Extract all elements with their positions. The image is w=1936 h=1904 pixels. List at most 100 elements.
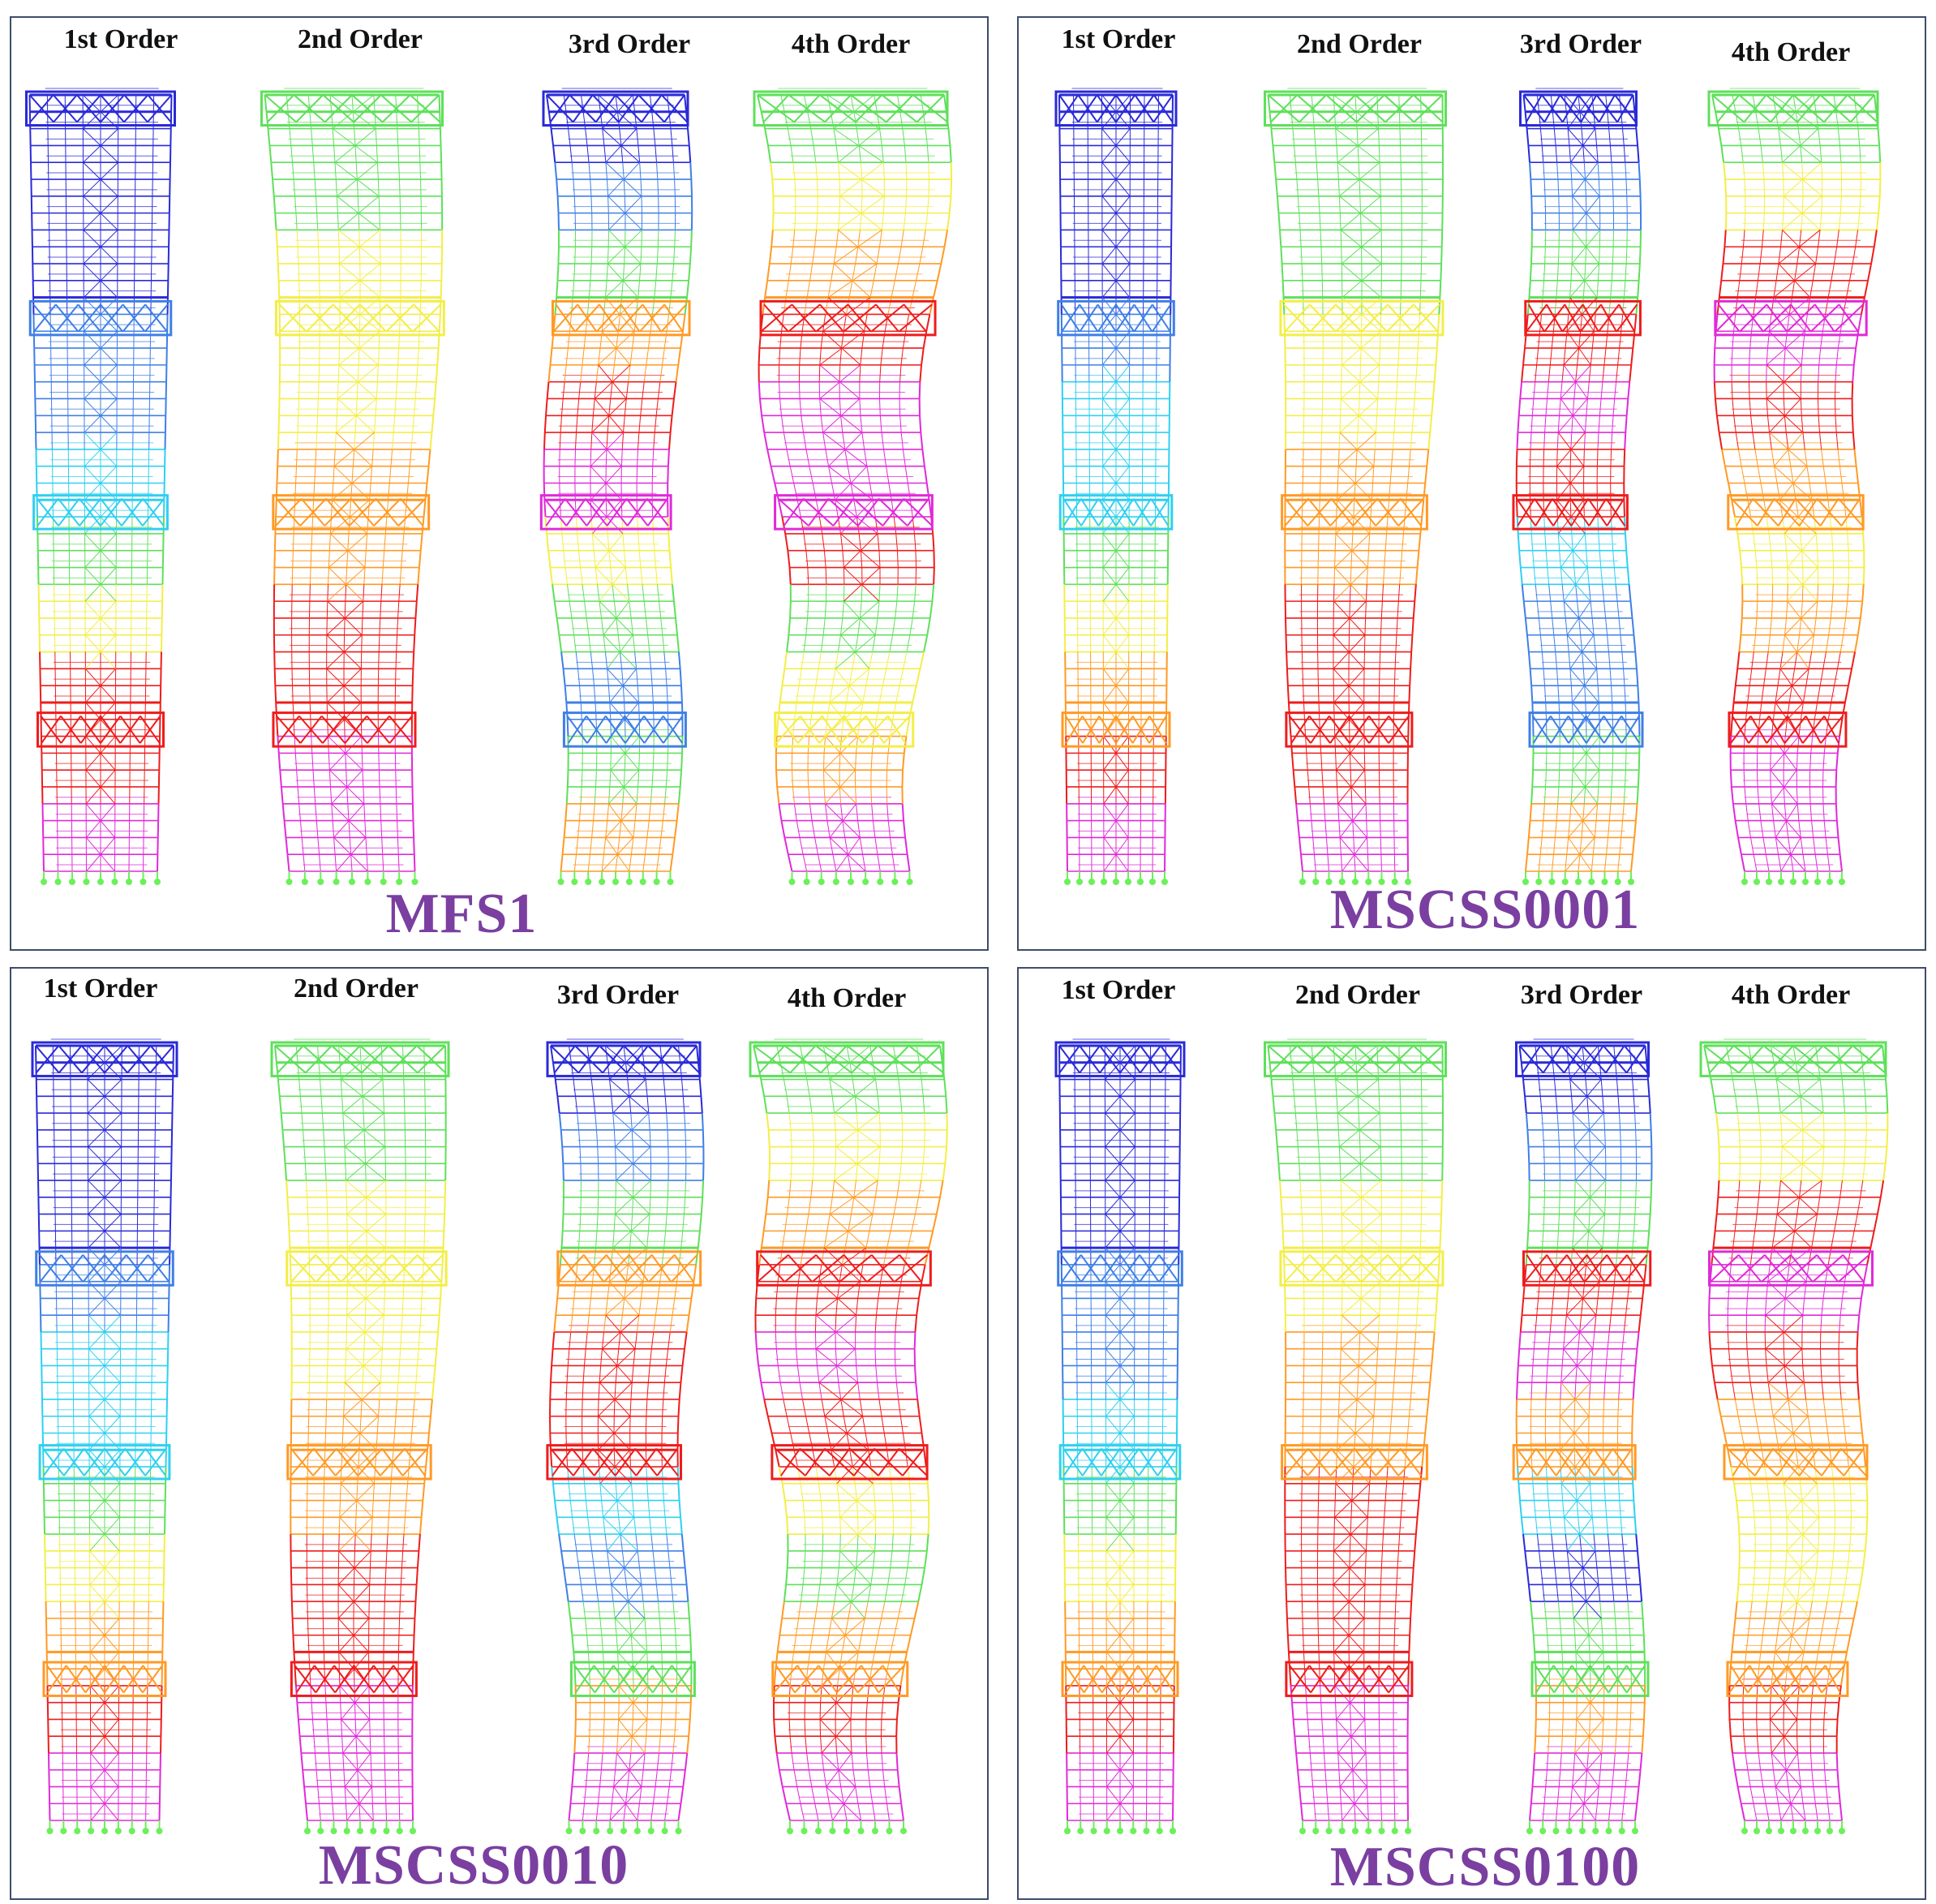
tower-column <box>690 178 693 196</box>
tower-column <box>779 348 781 365</box>
tower-column <box>333 837 336 855</box>
tower-column <box>879 415 882 433</box>
tower-column <box>344 719 346 737</box>
tower-brace <box>336 837 367 872</box>
tower-column <box>1551 331 1554 349</box>
belt-truss-diagonal <box>1097 498 1117 527</box>
tower-column <box>344 617 346 635</box>
tower-column <box>1519 567 1523 585</box>
tower-column <box>412 820 415 838</box>
tower-column <box>1779 651 1784 669</box>
tower-column <box>925 314 931 332</box>
tower-brace <box>84 364 118 399</box>
belt-truss-diagonal <box>1284 303 1311 333</box>
tower-column <box>1774 466 1778 484</box>
tower-column <box>677 347 682 366</box>
tower-column <box>758 398 763 416</box>
tower-column <box>1792 483 1796 501</box>
tower-column <box>585 128 588 146</box>
tower-column <box>590 178 592 196</box>
tower-column <box>771 213 775 230</box>
tower-column <box>680 753 684 771</box>
tower-brace <box>825 769 856 805</box>
tower-column <box>317 381 320 399</box>
tower-column <box>1338 820 1341 838</box>
tower-column <box>820 634 824 652</box>
tower-column <box>1570 432 1573 449</box>
tower-column <box>1337 178 1340 196</box>
tower-column <box>1737 449 1742 466</box>
tower-brace <box>1570 769 1600 805</box>
tower-column <box>1393 686 1395 703</box>
tower-column <box>554 162 558 180</box>
tower-column <box>407 466 410 484</box>
tower-column <box>1571 702 1573 720</box>
tower-column <box>1736 280 1741 298</box>
tower-column <box>1732 398 1735 416</box>
tower-column <box>651 770 654 788</box>
tower-column <box>377 179 380 196</box>
tower-column <box>399 297 401 315</box>
tower-column <box>1571 247 1573 264</box>
tower-column <box>1588 364 1591 382</box>
tower-column <box>1878 145 1882 163</box>
tower-column <box>384 533 386 551</box>
tower-column <box>545 398 548 416</box>
tower-brace <box>1572 668 1598 703</box>
tower-column <box>1364 770 1366 787</box>
tower-column <box>1380 331 1381 349</box>
tower-column <box>673 247 676 264</box>
tower-column <box>1324 820 1327 838</box>
tower-column <box>550 128 555 146</box>
tower-column <box>1878 196 1881 213</box>
tower-column <box>825 449 830 466</box>
tower-column <box>314 466 316 484</box>
belt-truss-diagonal <box>1329 716 1350 744</box>
belt-truss-diagonal <box>1115 94 1136 123</box>
tower-column <box>896 550 899 568</box>
tower-column <box>574 500 577 518</box>
belt-truss-diagonal <box>412 303 442 333</box>
belt-truss-diagonal <box>883 715 911 744</box>
tower-column <box>1573 381 1577 399</box>
tower-column <box>1530 500 1531 518</box>
tower-brace <box>844 533 878 568</box>
tower-column <box>590 432 593 449</box>
tower-column <box>431 415 435 433</box>
tower-column <box>1432 381 1436 399</box>
tower-column <box>1543 449 1545 466</box>
tower-column <box>401 550 403 568</box>
tower-column <box>622 786 625 804</box>
tower-brace <box>1102 398 1130 433</box>
tower-column <box>1784 348 1786 365</box>
tower-column <box>1622 128 1625 146</box>
tower-column <box>838 162 840 180</box>
tower-column <box>870 753 873 771</box>
tower-column <box>1380 634 1381 652</box>
tower-column <box>1615 584 1618 602</box>
tower-column <box>569 601 573 618</box>
tower-column <box>1600 567 1603 585</box>
tower-column <box>371 449 374 466</box>
tower-column <box>1322 786 1324 804</box>
tower-column <box>397 601 400 618</box>
tower-column <box>590 449 592 466</box>
tower-column <box>344 601 346 618</box>
tower-column <box>1529 668 1533 686</box>
tower-column <box>771 178 775 196</box>
tower-column <box>1517 533 1521 551</box>
tower-column <box>857 820 861 838</box>
tower-column <box>1553 837 1556 855</box>
tower-column <box>354 145 357 163</box>
belt-truss-diagonal <box>123 94 149 123</box>
belt-truss-diagonal <box>397 497 427 527</box>
tower-column <box>1741 466 1745 484</box>
tower-column <box>1556 280 1558 298</box>
tower-column <box>615 94 618 112</box>
tower-brace <box>1103 668 1130 703</box>
tower-column <box>1835 432 1839 449</box>
tower-brace <box>331 769 363 805</box>
tower-column <box>1757 263 1761 281</box>
tower-column <box>1527 145 1531 163</box>
tower-column <box>605 162 607 180</box>
